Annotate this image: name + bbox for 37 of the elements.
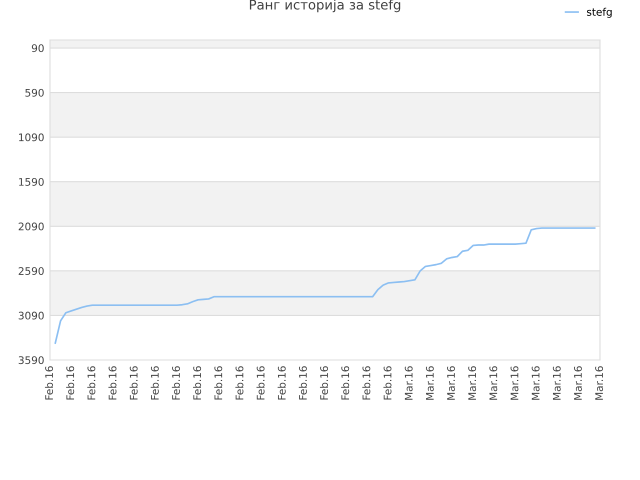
x-tick-label: Mar.16	[468, 366, 476, 400]
x-tick-label: Feb.16	[320, 366, 328, 400]
x-tick-label: Feb.16	[298, 366, 307, 400]
y-tick-label: 3090	[18, 312, 44, 320]
x-tick-label: Feb.16	[130, 366, 138, 400]
x-tick-label: Feb.16	[87, 366, 96, 400]
x-tick-label: Mar.16	[532, 366, 540, 400]
x-tick-label: Feb.16	[256, 366, 265, 400]
y-tick-label: 2090	[18, 222, 44, 230]
x-tick-label: Mar.16	[595, 366, 604, 400]
y-tick-label: 3590	[18, 356, 44, 364]
x-tick-label: Feb.16	[150, 366, 159, 400]
x-tick-label: Feb.16	[108, 366, 116, 400]
x-tick-label: Feb.16	[278, 366, 286, 400]
x-tick-label: Feb.16	[44, 366, 54, 400]
x-tick-label: Feb.16	[383, 366, 392, 400]
y-tick-label: 2590	[18, 267, 44, 275]
x-tick-label: Mar.16	[510, 366, 518, 400]
x-tick-label: Feb.16	[66, 366, 74, 400]
x-tick-label: Mar.16	[447, 366, 455, 400]
y-tick-label: 1590	[19, 178, 44, 186]
x-tick-label: Feb.16	[172, 366, 180, 400]
y-tick-label: 90	[32, 44, 44, 52]
x-tick-label: Feb.16	[235, 366, 244, 400]
legend-label: stefg	[586, 8, 612, 18]
y-tick-label: 590	[25, 88, 44, 97]
line-series	[54, 227, 596, 344]
x-tick-label: Mar.16	[552, 366, 561, 400]
x-tick-label: Feb.16	[362, 366, 370, 400]
x-tick-label: Feb.16	[193, 366, 202, 400]
x-tick-label: Mar.16	[574, 366, 582, 400]
x-tick-label: Mar.16	[404, 366, 413, 400]
x-tick-label: Feb.16	[214, 366, 222, 400]
x-tick-label: Feb.16	[341, 366, 350, 400]
x-tick-label: Mar.16	[489, 366, 498, 400]
x-tick-label: Mar.16	[426, 366, 434, 400]
y-tick-label: 1090	[19, 133, 44, 142]
